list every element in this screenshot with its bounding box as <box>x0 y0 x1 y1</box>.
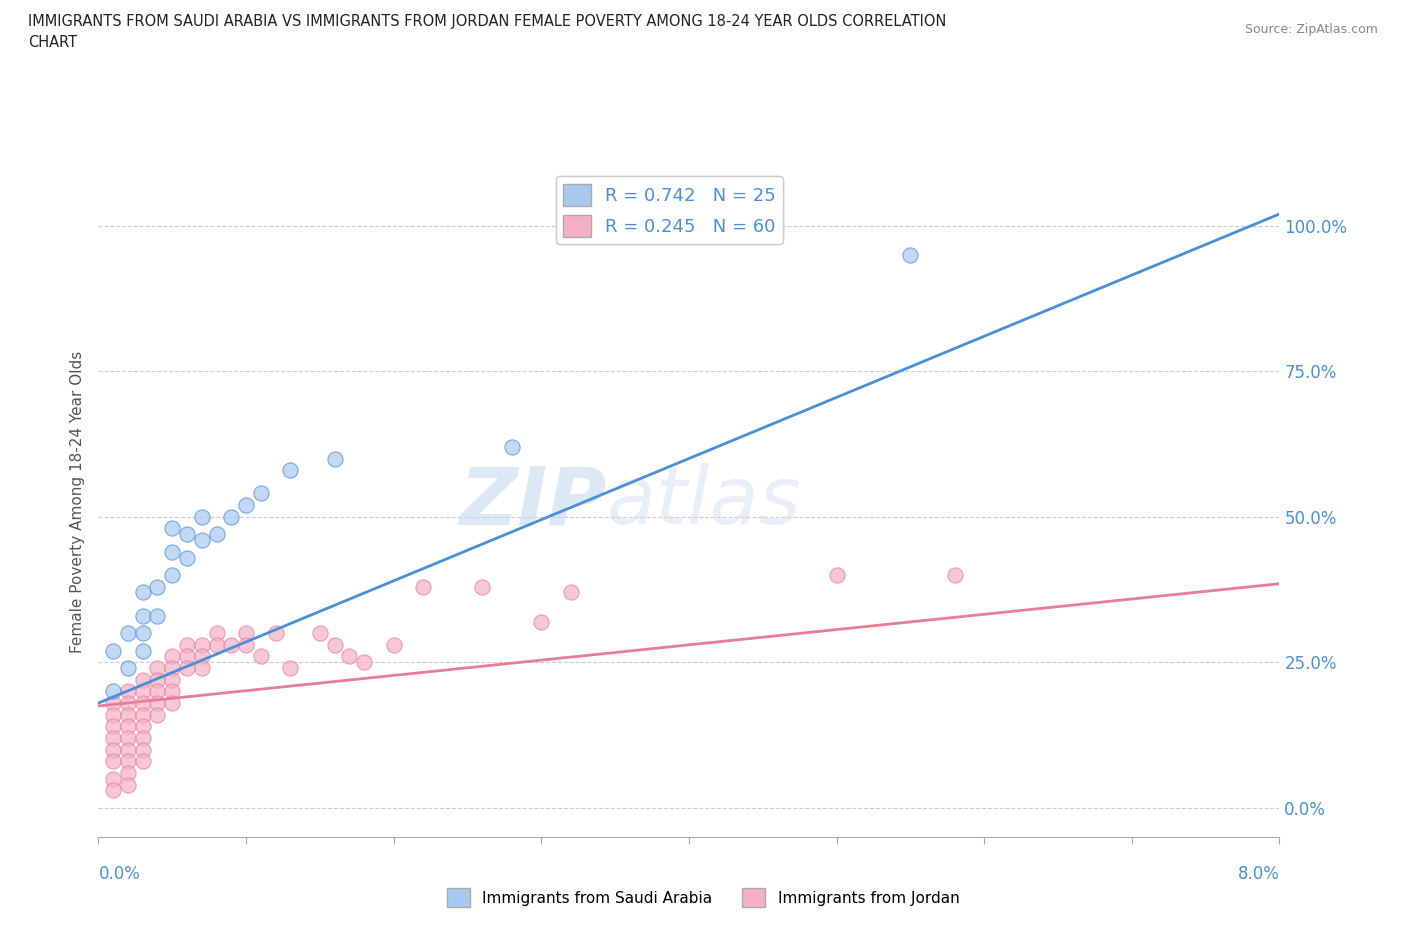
Point <box>278 463 301 478</box>
Text: IMMIGRANTS FROM SAUDI ARABIA VS IMMIGRANTS FROM JORDAN FEMALE POVERTY AMONG 18-2: IMMIGRANTS FROM SAUDI ARABIA VS IMMIGRAN… <box>28 14 946 29</box>
Point <box>162 660 183 675</box>
Point <box>132 719 155 734</box>
Point <box>103 754 124 769</box>
Text: 0.0%: 0.0% <box>98 865 141 883</box>
Point <box>117 742 139 757</box>
Point <box>146 684 169 698</box>
Point <box>501 440 523 455</box>
Point <box>278 660 301 675</box>
Point <box>219 510 242 525</box>
Point <box>132 742 155 757</box>
Point <box>191 510 214 525</box>
Point <box>176 637 198 652</box>
Point <box>117 731 139 746</box>
Point <box>205 526 228 541</box>
Text: CHART: CHART <box>28 35 77 50</box>
Point <box>132 585 155 600</box>
Point <box>337 649 360 664</box>
Point <box>191 637 214 652</box>
Point <box>235 637 257 652</box>
Point <box>162 567 183 582</box>
Point <box>117 765 139 780</box>
Point <box>103 731 124 746</box>
Point <box>235 626 257 641</box>
Point <box>205 626 228 641</box>
Point <box>353 655 375 670</box>
Text: 8.0%: 8.0% <box>1237 865 1279 883</box>
Point <box>162 544 183 559</box>
Point <box>132 644 155 658</box>
Point <box>176 550 198 565</box>
Point <box>162 696 183 711</box>
Point <box>132 608 155 623</box>
Point <box>898 247 921 262</box>
Point <box>176 526 198 541</box>
Point <box>103 742 124 757</box>
Point <box>103 771 124 786</box>
Point <box>117 754 139 769</box>
Point <box>162 684 183 698</box>
Point <box>825 567 848 582</box>
Point <box>264 626 287 641</box>
Point <box>132 696 155 711</box>
Point <box>176 660 198 675</box>
Point <box>530 614 553 629</box>
Legend: R = 0.742   N = 25, R = 0.245   N = 60: R = 0.742 N = 25, R = 0.245 N = 60 <box>557 177 783 244</box>
Point <box>103 644 124 658</box>
Point <box>117 708 139 723</box>
Point <box>132 672 155 687</box>
Point <box>205 637 228 652</box>
Point <box>323 451 346 466</box>
Point <box>146 696 169 711</box>
Point <box>146 579 169 594</box>
Point <box>943 567 966 582</box>
Point <box>117 626 139 641</box>
Point <box>103 783 124 798</box>
Point <box>471 579 494 594</box>
Text: Source: ZipAtlas.com: Source: ZipAtlas.com <box>1244 23 1378 36</box>
Point <box>146 672 169 687</box>
Point <box>117 777 139 792</box>
Point <box>103 684 124 698</box>
Point <box>235 498 257 512</box>
Text: ZIP: ZIP <box>458 463 606 541</box>
Point <box>176 649 198 664</box>
Point <box>412 579 434 594</box>
Point <box>162 672 183 687</box>
Point <box>146 708 169 723</box>
Point <box>146 660 169 675</box>
Legend: Immigrants from Saudi Arabia, Immigrants from Jordan: Immigrants from Saudi Arabia, Immigrants… <box>440 883 966 913</box>
Point <box>191 533 214 548</box>
Point <box>132 626 155 641</box>
Point <box>132 708 155 723</box>
Point <box>219 637 242 652</box>
Point <box>103 719 124 734</box>
Point <box>132 754 155 769</box>
Point <box>117 696 139 711</box>
Point <box>162 521 183 536</box>
Point <box>132 731 155 746</box>
Point <box>250 649 273 664</box>
Point <box>117 684 139 698</box>
Point <box>308 626 332 641</box>
Y-axis label: Female Poverty Among 18-24 Year Olds: Female Poverty Among 18-24 Year Olds <box>69 352 84 654</box>
Point <box>382 637 405 652</box>
Point <box>132 684 155 698</box>
Point <box>146 608 169 623</box>
Point <box>191 649 214 664</box>
Text: atlas: atlas <box>606 463 801 541</box>
Point <box>191 660 214 675</box>
Point <box>250 486 273 501</box>
Point <box>560 585 582 600</box>
Point <box>323 637 346 652</box>
Point <box>103 696 124 711</box>
Point <box>103 708 124 723</box>
Point <box>117 660 139 675</box>
Point <box>117 719 139 734</box>
Point <box>162 649 183 664</box>
